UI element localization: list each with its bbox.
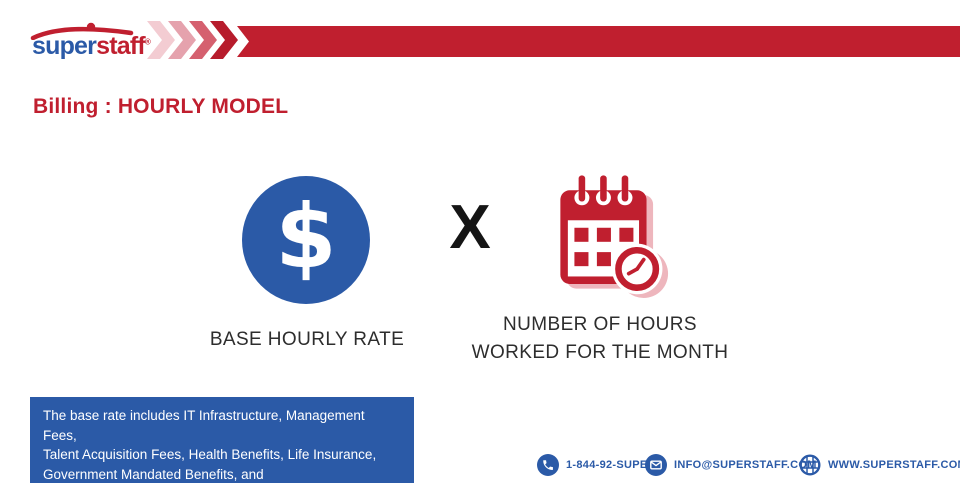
chevron-icons xyxy=(147,21,238,59)
logo-swoosh-icon xyxy=(30,22,134,40)
phone-icon xyxy=(537,454,559,476)
logo-word-staff: staff xyxy=(96,32,146,60)
dollar-sign: $ xyxy=(275,185,337,288)
calendar-clock-icon xyxy=(560,175,669,298)
contact-website-label: WWW.SUPERSTAFF.COM xyxy=(828,459,960,471)
globe-icon xyxy=(799,454,821,476)
logo-wordmark: superstaff® xyxy=(32,32,151,61)
hours-worked-label: NUMBER OF HOURS WORKED FOR THE MONTH xyxy=(460,311,740,367)
hours-worked-label-line2: WORKED FOR THE MONTH xyxy=(471,342,729,363)
header-red-bar xyxy=(237,26,960,57)
registered-trademark: ® xyxy=(144,37,151,47)
contact-phone-label: 1-844-92-SUPER xyxy=(566,459,656,471)
superstaff-logo: superstaff® xyxy=(30,22,151,64)
multiply-operator: X xyxy=(449,193,491,262)
contact-website-link[interactable]: WWW.SUPERSTAFF.COM xyxy=(799,454,960,476)
hours-worked-label-line1: NUMBER OF HOURS xyxy=(503,314,697,335)
base-rate-note: The base rate includes IT Infrastructure… xyxy=(30,397,414,500)
header-chevron-stripe xyxy=(147,21,960,59)
contact-email-link[interactable]: INFO@SUPERSTAFF.COM xyxy=(645,454,817,476)
logo-word-super: super xyxy=(32,32,97,60)
base-hourly-rate-label: BASE HOURLY RATE xyxy=(209,329,405,350)
dollar-circle-icon: $ xyxy=(242,176,370,304)
email-icon xyxy=(645,454,667,476)
page-title: Billing : HOURLY MODEL xyxy=(33,95,289,118)
contact-email-label: INFO@SUPERSTAFF.COM xyxy=(674,459,817,471)
contact-phone-link[interactable]: 1-844-92-SUPER xyxy=(537,454,656,476)
